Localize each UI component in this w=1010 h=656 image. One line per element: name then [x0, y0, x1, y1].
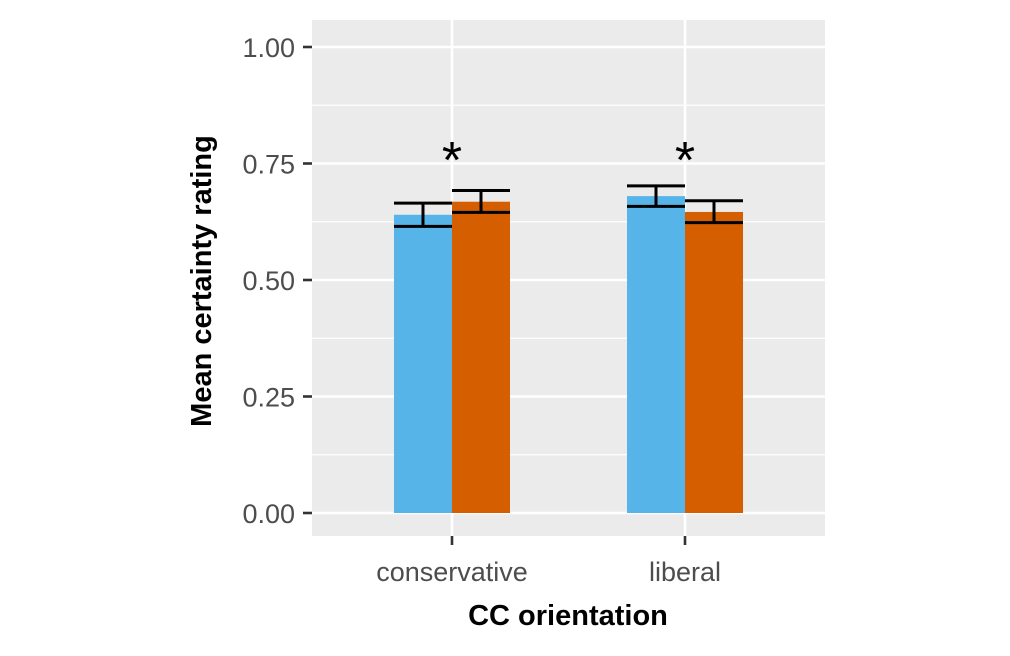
- bar-conservative-1: [452, 201, 510, 513]
- x-axis-title: CC orientation: [468, 600, 668, 632]
- plot-panel: [312, 20, 825, 536]
- significance-marker: *: [675, 132, 695, 190]
- y-tick-label: 0.00: [242, 499, 295, 529]
- x-axis: conservative liberal: [376, 536, 721, 587]
- y-tick-label: 0.50: [242, 266, 295, 296]
- bars: [394, 196, 743, 514]
- bar-liberal-1: [685, 211, 743, 514]
- x-tick-label-liberal: liberal: [649, 557, 721, 587]
- x-tick-label-conservative: conservative: [376, 557, 528, 587]
- error-bars: [394, 184, 743, 228]
- significance-marker: *: [442, 132, 462, 190]
- y-axis: 0.00 0.25 0.50 0.75 1.00: [242, 33, 312, 529]
- y-tick-label: 0.75: [242, 150, 295, 180]
- annotations: * *: [442, 132, 695, 190]
- bar-conservative-0: [394, 214, 452, 513]
- y-tick-label: 1.00: [242, 33, 295, 63]
- y-axis-title: Mean certainty rating: [186, 135, 218, 427]
- bar-liberal-0: [627, 196, 685, 513]
- y-tick-label: 0.25: [242, 383, 295, 413]
